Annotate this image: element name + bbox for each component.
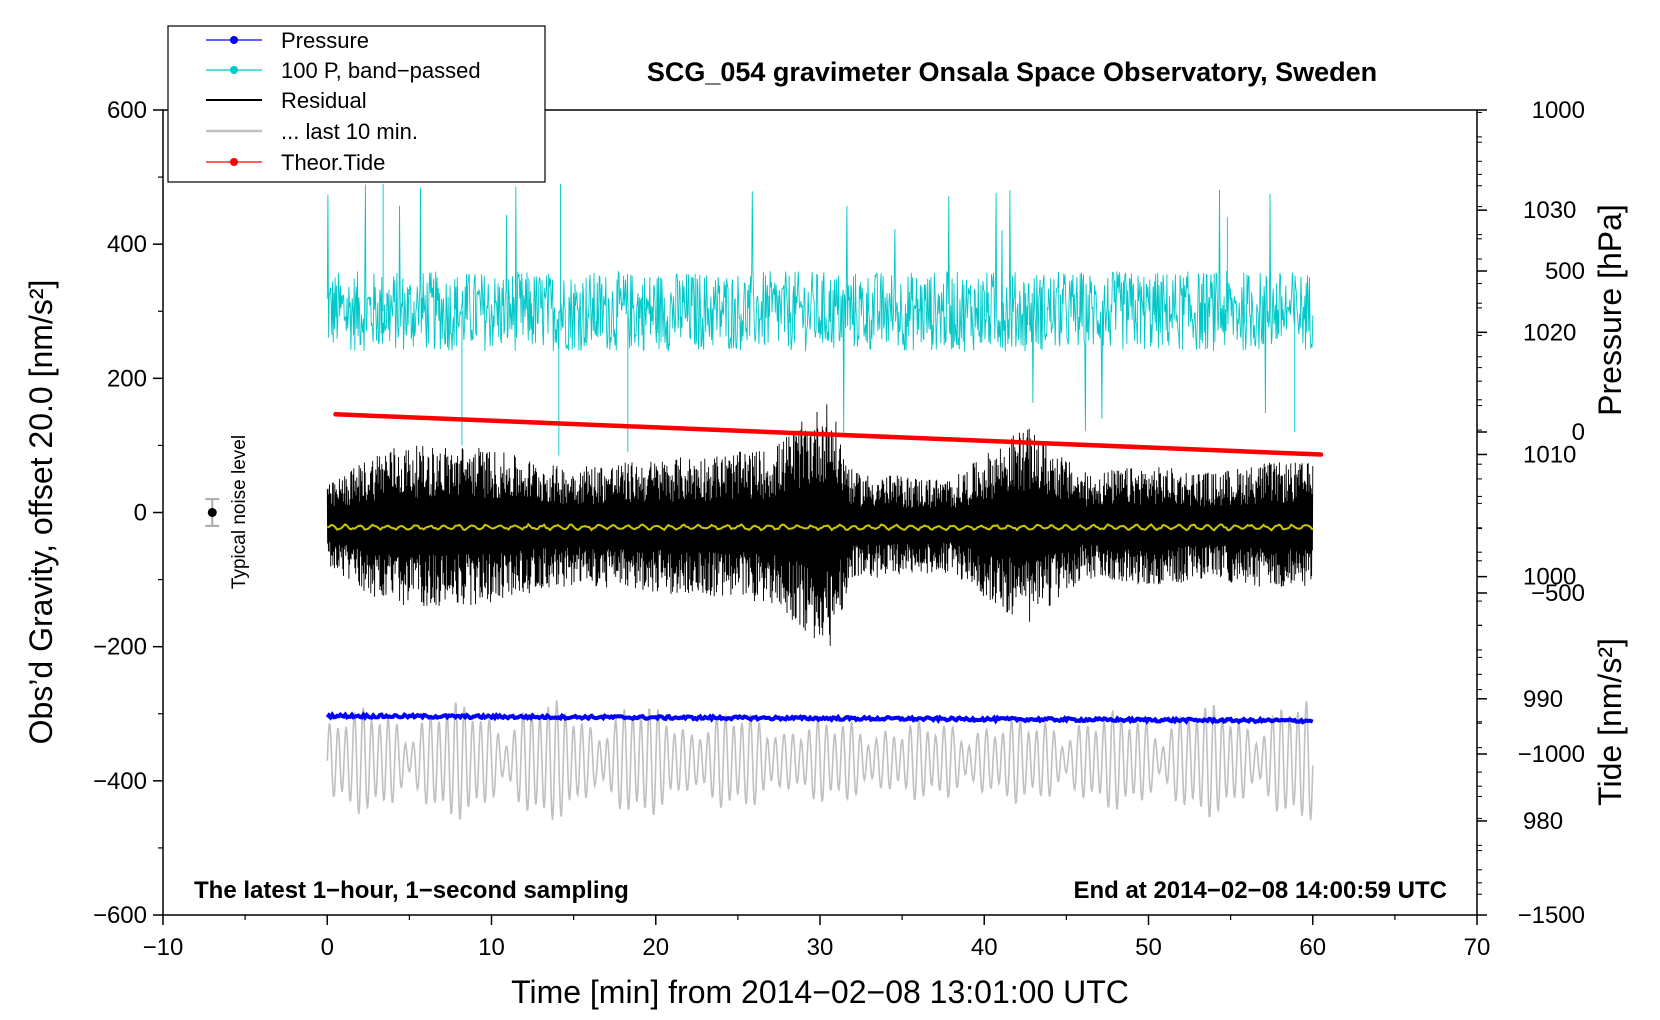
legend-label-pressure: Pressure: [281, 28, 369, 53]
legend-item-theor-tide: Theor.Tide: [206, 150, 385, 175]
series-pressure: [325, 711, 1314, 725]
noise-level-label: Typical noise level: [229, 435, 250, 589]
y-tick-label: 200: [107, 365, 147, 392]
series-residual: [326, 404, 1314, 646]
y-tick-label: −400: [93, 768, 147, 795]
x-tick-label: 30: [807, 934, 834, 961]
y-tick-label: 400: [107, 231, 147, 258]
tide-tick-label: 0: [1572, 419, 1585, 446]
legend-marker-band-passed: [230, 66, 238, 74]
pressure-tick-label: 990: [1523, 686, 1563, 713]
tide-tick-label: 1000: [1532, 97, 1585, 124]
legend-label-theor-tide: Theor.Tide: [281, 150, 385, 175]
pressure-tick-label: 1010: [1523, 441, 1576, 468]
chart-title: SCG_054 gravimeter Onsala Space Observat…: [647, 57, 1377, 87]
pressure-tick-label: 1030: [1523, 197, 1576, 224]
legend: Pressure 100 P, band−passed Residual ...…: [167, 25, 546, 183]
tide-tick-label: −1500: [1518, 902, 1585, 929]
series-band-passed-pressure: [326, 184, 1314, 433]
y-axis-title-left: Obs’d Gravity, offset 20.0 [nm/s²]: [23, 280, 59, 745]
y-tick-label: −200: [93, 634, 147, 661]
pressure-tick-label: 980: [1523, 808, 1563, 835]
series-residual-smoothed: [326, 522, 1314, 532]
x-tick-label: 40: [971, 934, 998, 961]
noise-level-marker: [205, 498, 220, 527]
y-tick-label: −600: [93, 902, 147, 929]
y-axis-title-pressure: Pressure [hPa]: [1592, 204, 1628, 416]
y-tick-label: 0: [134, 500, 147, 527]
x-tick-label: 50: [1135, 934, 1162, 961]
y-tick-label: 600: [107, 97, 147, 124]
pressure-tick-label: 1020: [1523, 319, 1576, 346]
series-last-10-min: [326, 700, 1314, 821]
tide-tick-label: −1000: [1518, 741, 1585, 768]
legend-marker-theor-tide: [230, 158, 238, 166]
legend-item-last-10-min: ... last 10 min.: [206, 119, 418, 144]
ticks-layer: −10 0 10 20 30 40 50 60 70−600−400−2000200400600…: [93, 97, 1585, 961]
legend-label-residual: Residual: [281, 88, 367, 113]
series-layer: [325, 183, 1324, 821]
x-tick-label: 70: [1464, 934, 1491, 961]
annotation-sampling: The latest 1−hour, 1−second sampling: [194, 877, 629, 904]
y-axis-title-tide: Tide [nm/s²]: [1592, 638, 1628, 806]
tide-tick-label: −500: [1531, 580, 1585, 607]
legend-marker-pressure: [230, 36, 238, 44]
legend-label-band-passed: 100 P, band−passed: [281, 58, 481, 83]
annotation-end-time: End at 2014−02−08 14:00:59 UTC: [1073, 877, 1447, 904]
x-axis-title: Time [min] from 2014−02−08 13:01:00 UTC: [511, 974, 1129, 1010]
legend-box: [167, 25, 546, 183]
x-tick-label: −10: [143, 934, 184, 961]
pressure-tick-label: 1000: [1523, 564, 1576, 591]
series-theor-tide: [333, 412, 1324, 457]
x-tick-label: 0: [321, 934, 334, 961]
legend-item-residual: Residual: [206, 88, 367, 113]
tide-tick-label: 500: [1545, 258, 1585, 285]
legend-item-band-passed: 100 P, band−passed: [206, 58, 481, 83]
x-tick-label: 20: [642, 934, 669, 961]
x-tick-label: 10: [478, 934, 505, 961]
x-tick-label: 60: [1299, 934, 1326, 961]
noise-point: [207, 508, 217, 517]
legend-label-last-10-min: ... last 10 min.: [281, 119, 418, 144]
legend-item-pressure: Pressure: [206, 28, 369, 53]
